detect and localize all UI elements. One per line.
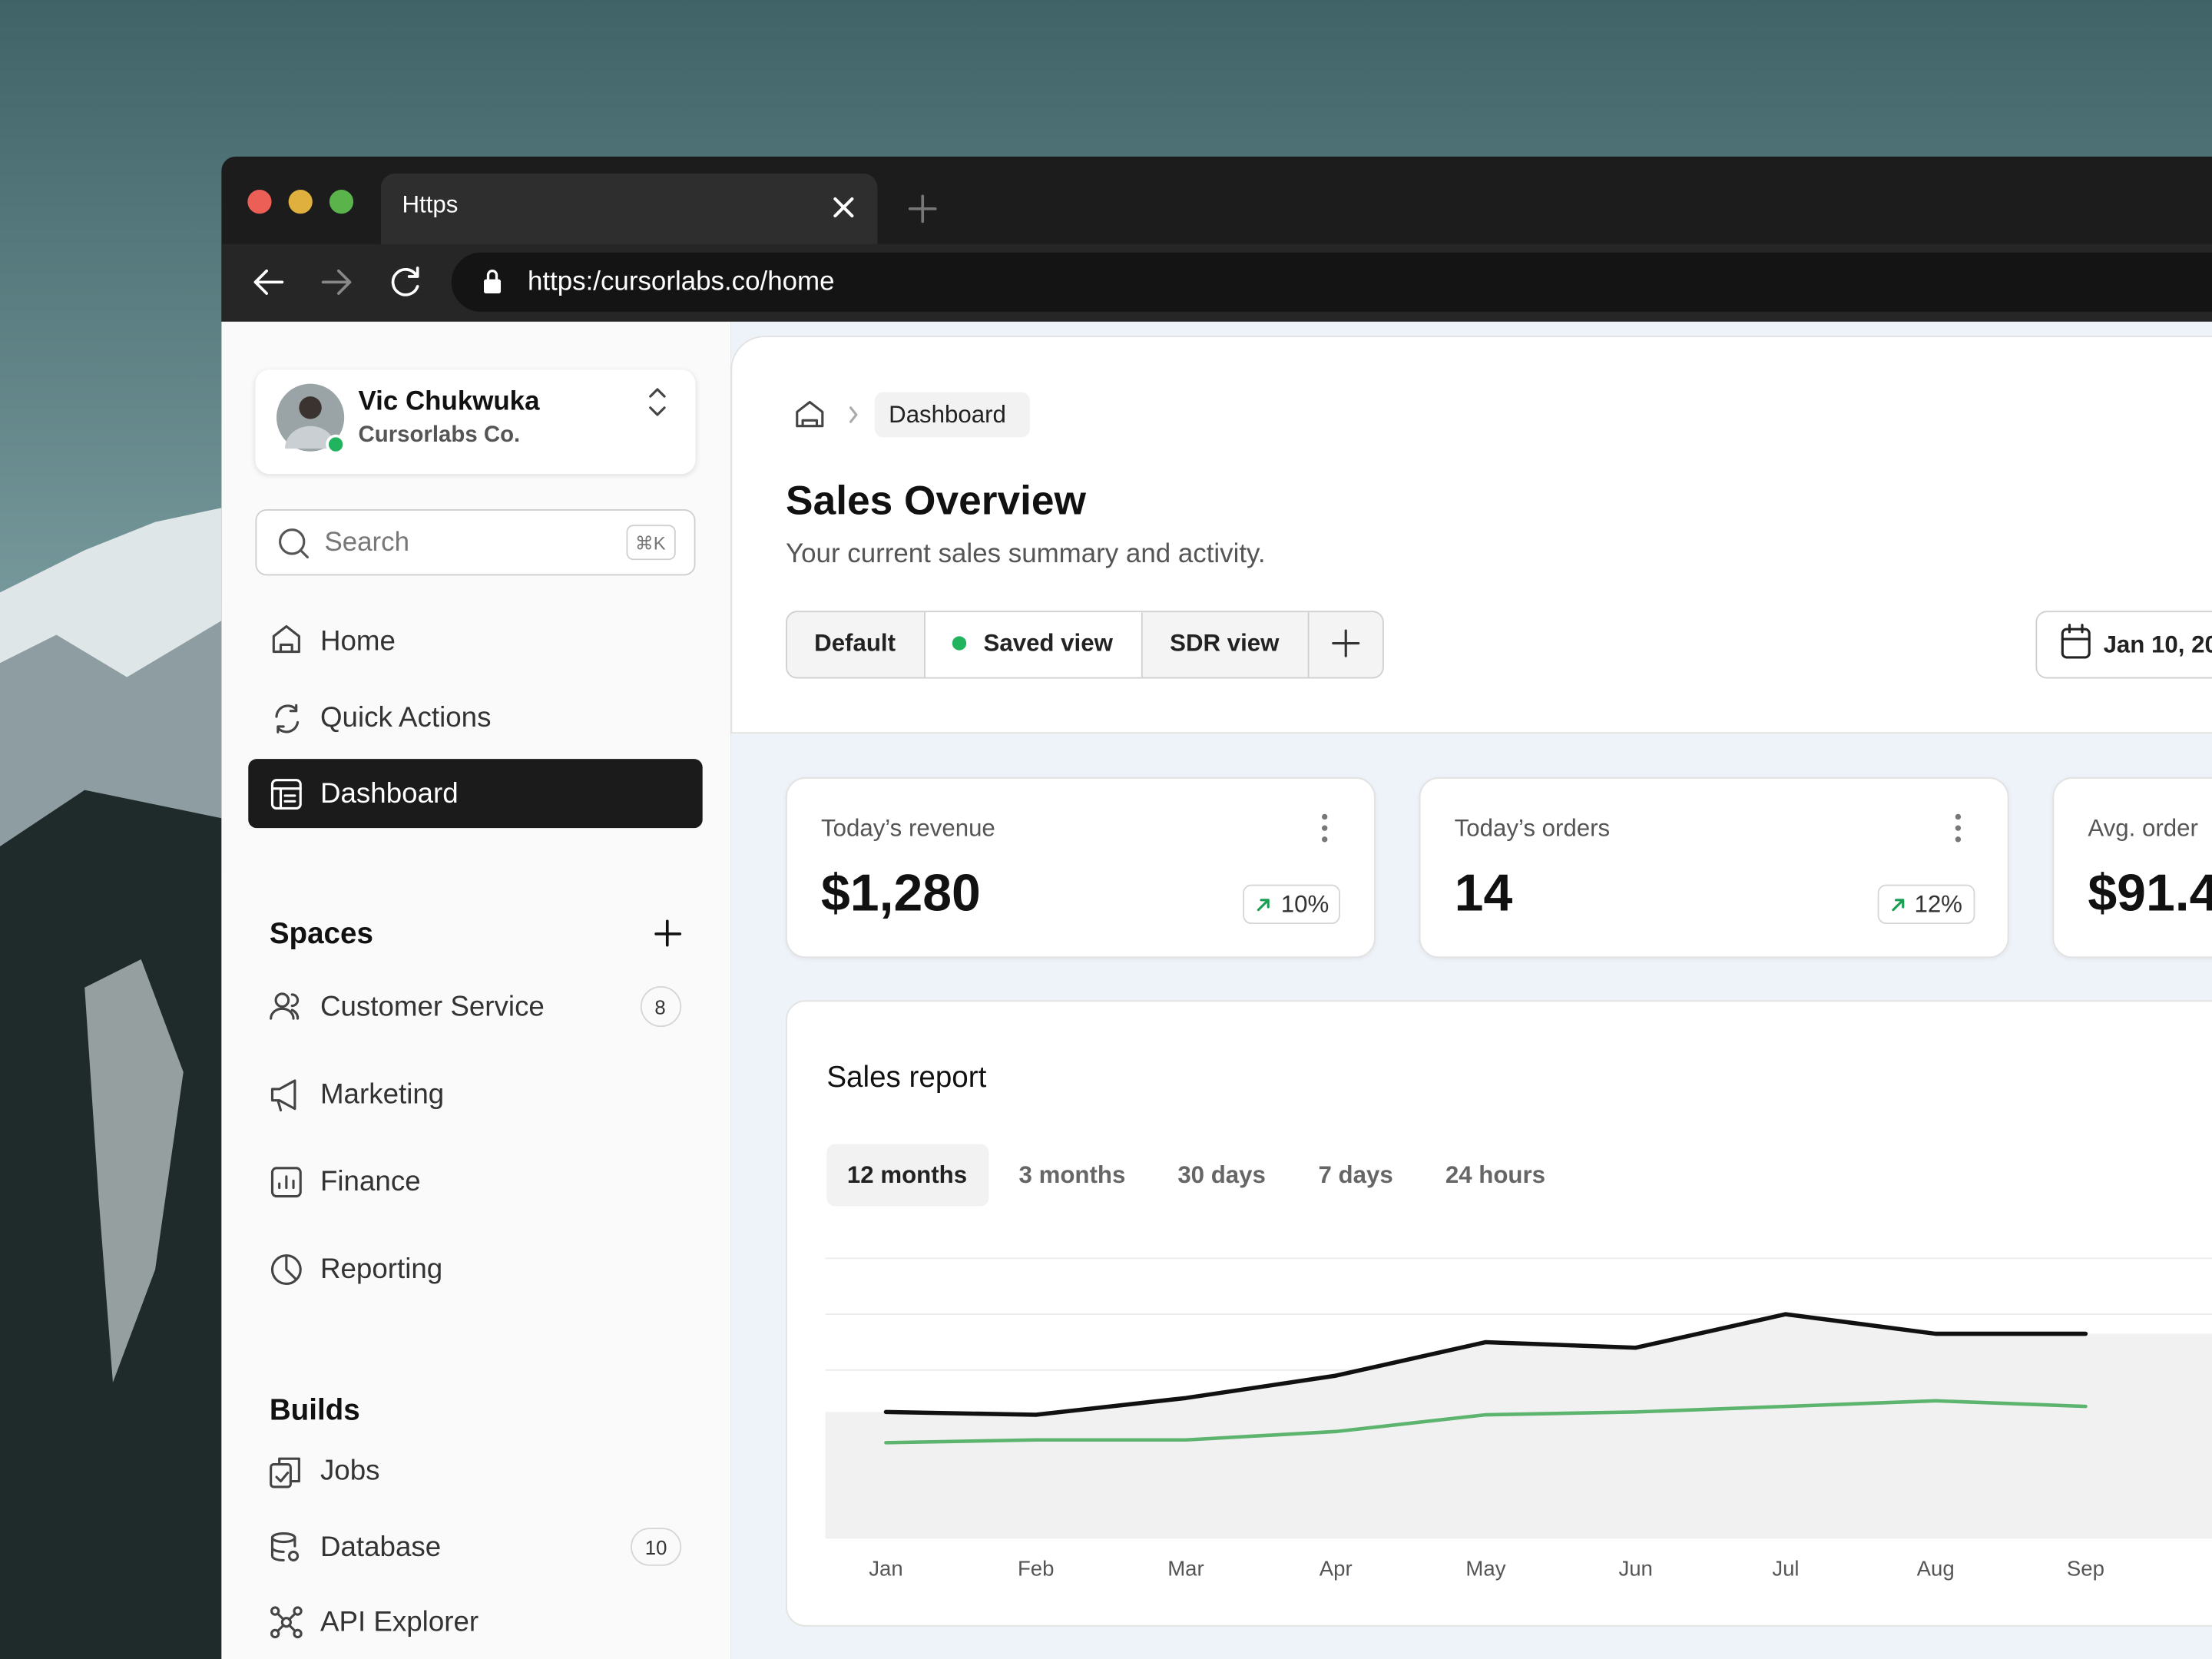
section-title: Spaces bbox=[269, 917, 373, 951]
x-tick-label: Jun bbox=[1618, 1557, 1652, 1581]
count: 10 bbox=[644, 1536, 667, 1559]
change-badge bbox=[1243, 884, 1340, 925]
nav-item[interactable]: Dashboard bbox=[320, 778, 459, 810]
stat-card bbox=[1419, 777, 2009, 959]
nav-item[interactable]: Quick Actions bbox=[320, 702, 492, 734]
search-box[interactable] bbox=[255, 509, 696, 576]
nav-item[interactable]: Jobs bbox=[320, 1455, 380, 1487]
nav-item[interactable]: Home bbox=[320, 626, 396, 657]
x-tick-label: Mar bbox=[1167, 1557, 1204, 1581]
browser-tab[interactable] bbox=[380, 173, 878, 247]
divider bbox=[1307, 612, 1310, 677]
x-tick-label: May bbox=[1465, 1557, 1505, 1581]
stat-label: Avg. order bbox=[2088, 814, 2198, 842]
period-tab[interactable]: 12 months bbox=[846, 1161, 968, 1189]
x-tick-label: Aug bbox=[1917, 1557, 1955, 1581]
chart-title: Sales report bbox=[826, 1061, 987, 1094]
search-placeholder[interactable]: Search bbox=[324, 528, 410, 558]
nav-item[interactable]: Finance bbox=[320, 1166, 421, 1198]
stat-value: $91.4 bbox=[2088, 864, 2212, 922]
nav-item[interactable]: Database bbox=[320, 1532, 442, 1564]
view-tab[interactable]: Default bbox=[814, 630, 896, 657]
count-badge bbox=[631, 1528, 682, 1566]
series-line bbox=[883, 1312, 2088, 1417]
area bbox=[825, 1314, 2212, 1538]
stat-card bbox=[786, 777, 1376, 959]
x-tick-label: Jul bbox=[1772, 1557, 1799, 1581]
active-nav[interactable] bbox=[248, 759, 703, 829]
breadcrumb[interactable]: Dashboard bbox=[889, 401, 1006, 429]
period-tab[interactable]: 24 hours bbox=[1445, 1161, 1546, 1189]
url-field[interactable] bbox=[451, 252, 2212, 312]
stat-label: Today’s revenue bbox=[820, 814, 995, 842]
user-name: Vic Chukwuka bbox=[358, 387, 540, 417]
x-tick-label: Sep bbox=[2067, 1557, 2104, 1581]
date-button[interactable] bbox=[2035, 611, 2212, 679]
nav-item[interactable]: Customer Service bbox=[320, 992, 545, 1023]
date-text[interactable]: Jan 10, 20 bbox=[2103, 631, 2212, 658]
tab-title[interactable]: Https bbox=[402, 190, 459, 218]
stat-change: 12% bbox=[1914, 890, 1962, 918]
view-tab[interactable]: SDR view bbox=[1170, 630, 1280, 657]
x-tick-label: Feb bbox=[1018, 1557, 1054, 1581]
nav-item[interactable]: Marketing bbox=[320, 1079, 445, 1111]
nav-item[interactable]: API Explorer bbox=[320, 1607, 479, 1638]
stat-value: $1,280 bbox=[820, 864, 981, 922]
page-subtitle: Your current sales summary and activity. bbox=[786, 539, 1266, 570]
series-line bbox=[884, 1399, 2088, 1445]
period-selected[interactable] bbox=[826, 1144, 989, 1207]
page-title: Sales Overview bbox=[786, 478, 1086, 525]
user-company: Cursorlabs Co. bbox=[358, 423, 521, 448]
nav-item[interactable]: Reporting bbox=[320, 1253, 443, 1286]
period-tab[interactable]: 7 days bbox=[1318, 1161, 1393, 1189]
breadcrumb-pill[interactable] bbox=[874, 392, 1030, 438]
count: 8 bbox=[654, 995, 666, 1019]
x-tick-label: Jan bbox=[869, 1557, 902, 1581]
count-badge bbox=[640, 985, 682, 1028]
shortcut: ⌘K bbox=[634, 532, 666, 554]
stat-change: 10% bbox=[1280, 890, 1330, 918]
stat-value: 14 bbox=[1454, 864, 1513, 922]
period-tab[interactable]: 3 months bbox=[1018, 1161, 1126, 1189]
x-tick-label: Apr bbox=[1320, 1557, 1353, 1581]
view-tab[interactable]: Saved view bbox=[983, 630, 1113, 657]
shortcut-key bbox=[626, 525, 676, 561]
period-tab[interactable]: 30 days bbox=[1177, 1161, 1266, 1189]
change-badge bbox=[1877, 884, 1975, 925]
section-title: Builds bbox=[269, 1394, 360, 1427]
stat-label: Today’s orders bbox=[1454, 814, 1611, 842]
url-text[interactable]: https:/cursorlabs.co/home bbox=[527, 267, 835, 297]
stat-card bbox=[2052, 777, 2212, 959]
